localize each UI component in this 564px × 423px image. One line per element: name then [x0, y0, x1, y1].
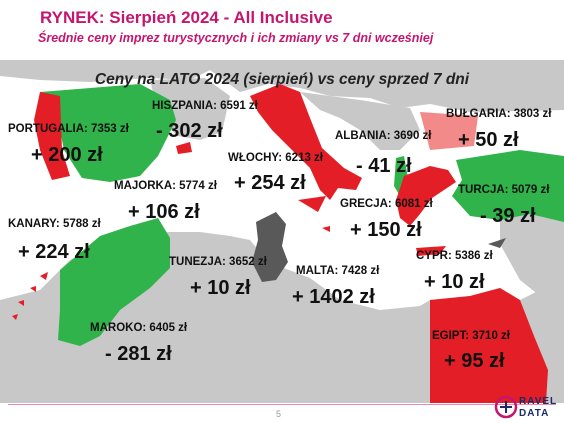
sicily-shape: [298, 196, 326, 212]
change-egipt: + 95 zł: [444, 350, 505, 372]
map-title: Ceny na LATO 2024 (sierpień) vs ceny spr…: [94, 71, 470, 88]
label-turcja: TURCJA: 5079 zł: [458, 184, 550, 196]
change-kanary: + 224 zł: [18, 241, 90, 263]
change-turcja: - 39 zł: [480, 205, 536, 227]
change-bulgaria: + 50 zł: [458, 129, 519, 151]
footer-divider: [8, 404, 556, 405]
change-cypr: + 10 zł: [424, 271, 485, 293]
canary-islands: [12, 272, 48, 320]
egypt-shape: [430, 288, 548, 403]
change-malta: + 1402 zł: [292, 286, 375, 308]
label-kanary: KANARY: 5788 zł: [8, 218, 101, 230]
change-maroko: - 281 zł: [105, 343, 172, 365]
page-number: 5: [276, 409, 282, 419]
change-albania: - 41 zł: [356, 155, 412, 177]
label-grecja: GRECJA: 6081 zł: [340, 198, 433, 210]
italy-shape: [250, 84, 362, 200]
majorca-shape: [176, 142, 192, 154]
page-subtitle: Średnie ceny imprez turystycznych i ich …: [38, 31, 434, 45]
label-maroko: MAROKO: 6405 zł: [90, 322, 188, 334]
change-portugalia: + 200 zł: [31, 144, 103, 166]
albania-shape: [394, 156, 408, 196]
page-title: RYNEK: Sierpień 2024 - All Inclusive: [40, 8, 333, 27]
greece-shape: [396, 166, 456, 226]
change-wlochy: + 254 zł: [234, 172, 306, 194]
label-majorka: MAJORKA: 5774 zł: [114, 180, 217, 192]
crete-shape: [416, 246, 446, 256]
cyprus-shape: [488, 238, 506, 248]
label-albania: ALBANIA: 3690 zł: [335, 130, 432, 142]
travel-data-logo: [494, 395, 518, 419]
change-grecja: + 150 zł: [350, 219, 422, 241]
land-balkans: [300, 92, 420, 150]
malta-shape: [322, 226, 330, 232]
label-portugalia: PORTUGALIA: 7353 zł: [8, 123, 129, 135]
mediterranean-map: [0, 60, 564, 403]
label-egipt: EGIPT: 3710 zł: [432, 330, 510, 342]
land-north-europe: [0, 60, 564, 112]
label-wlochy: WŁOCHY: 6213 zł: [228, 152, 323, 164]
bulgaria-shape: [420, 112, 478, 150]
portugal-shape: [34, 92, 70, 180]
tunisia-shape: [252, 212, 288, 282]
logo-text-line2: DATA: [519, 408, 550, 419]
label-hiszpania: HISZPANIA: 6591 zł: [152, 100, 258, 112]
spain-shape: [40, 84, 176, 182]
turkey-shape: [452, 150, 564, 222]
change-hiszpania: - 302 zł: [156, 120, 223, 142]
morocco-shape: [58, 218, 170, 346]
change-tunezja: + 10 zł: [190, 277, 251, 299]
label-malta: MALTA: 7428 zł: [296, 265, 380, 277]
label-bulgaria: BUŁGARIA: 3803 zł: [446, 108, 552, 120]
logo-text-line1: RAVEL: [519, 396, 558, 407]
label-cypr: CYPR: 5386 zł: [416, 250, 493, 262]
header: RYNEK: Sierpień 2024 - All Inclusive Śre…: [0, 0, 564, 56]
change-majorka: + 106 zł: [128, 201, 200, 223]
label-tunezja: TUNEZJA: 3652 zł: [169, 256, 267, 268]
